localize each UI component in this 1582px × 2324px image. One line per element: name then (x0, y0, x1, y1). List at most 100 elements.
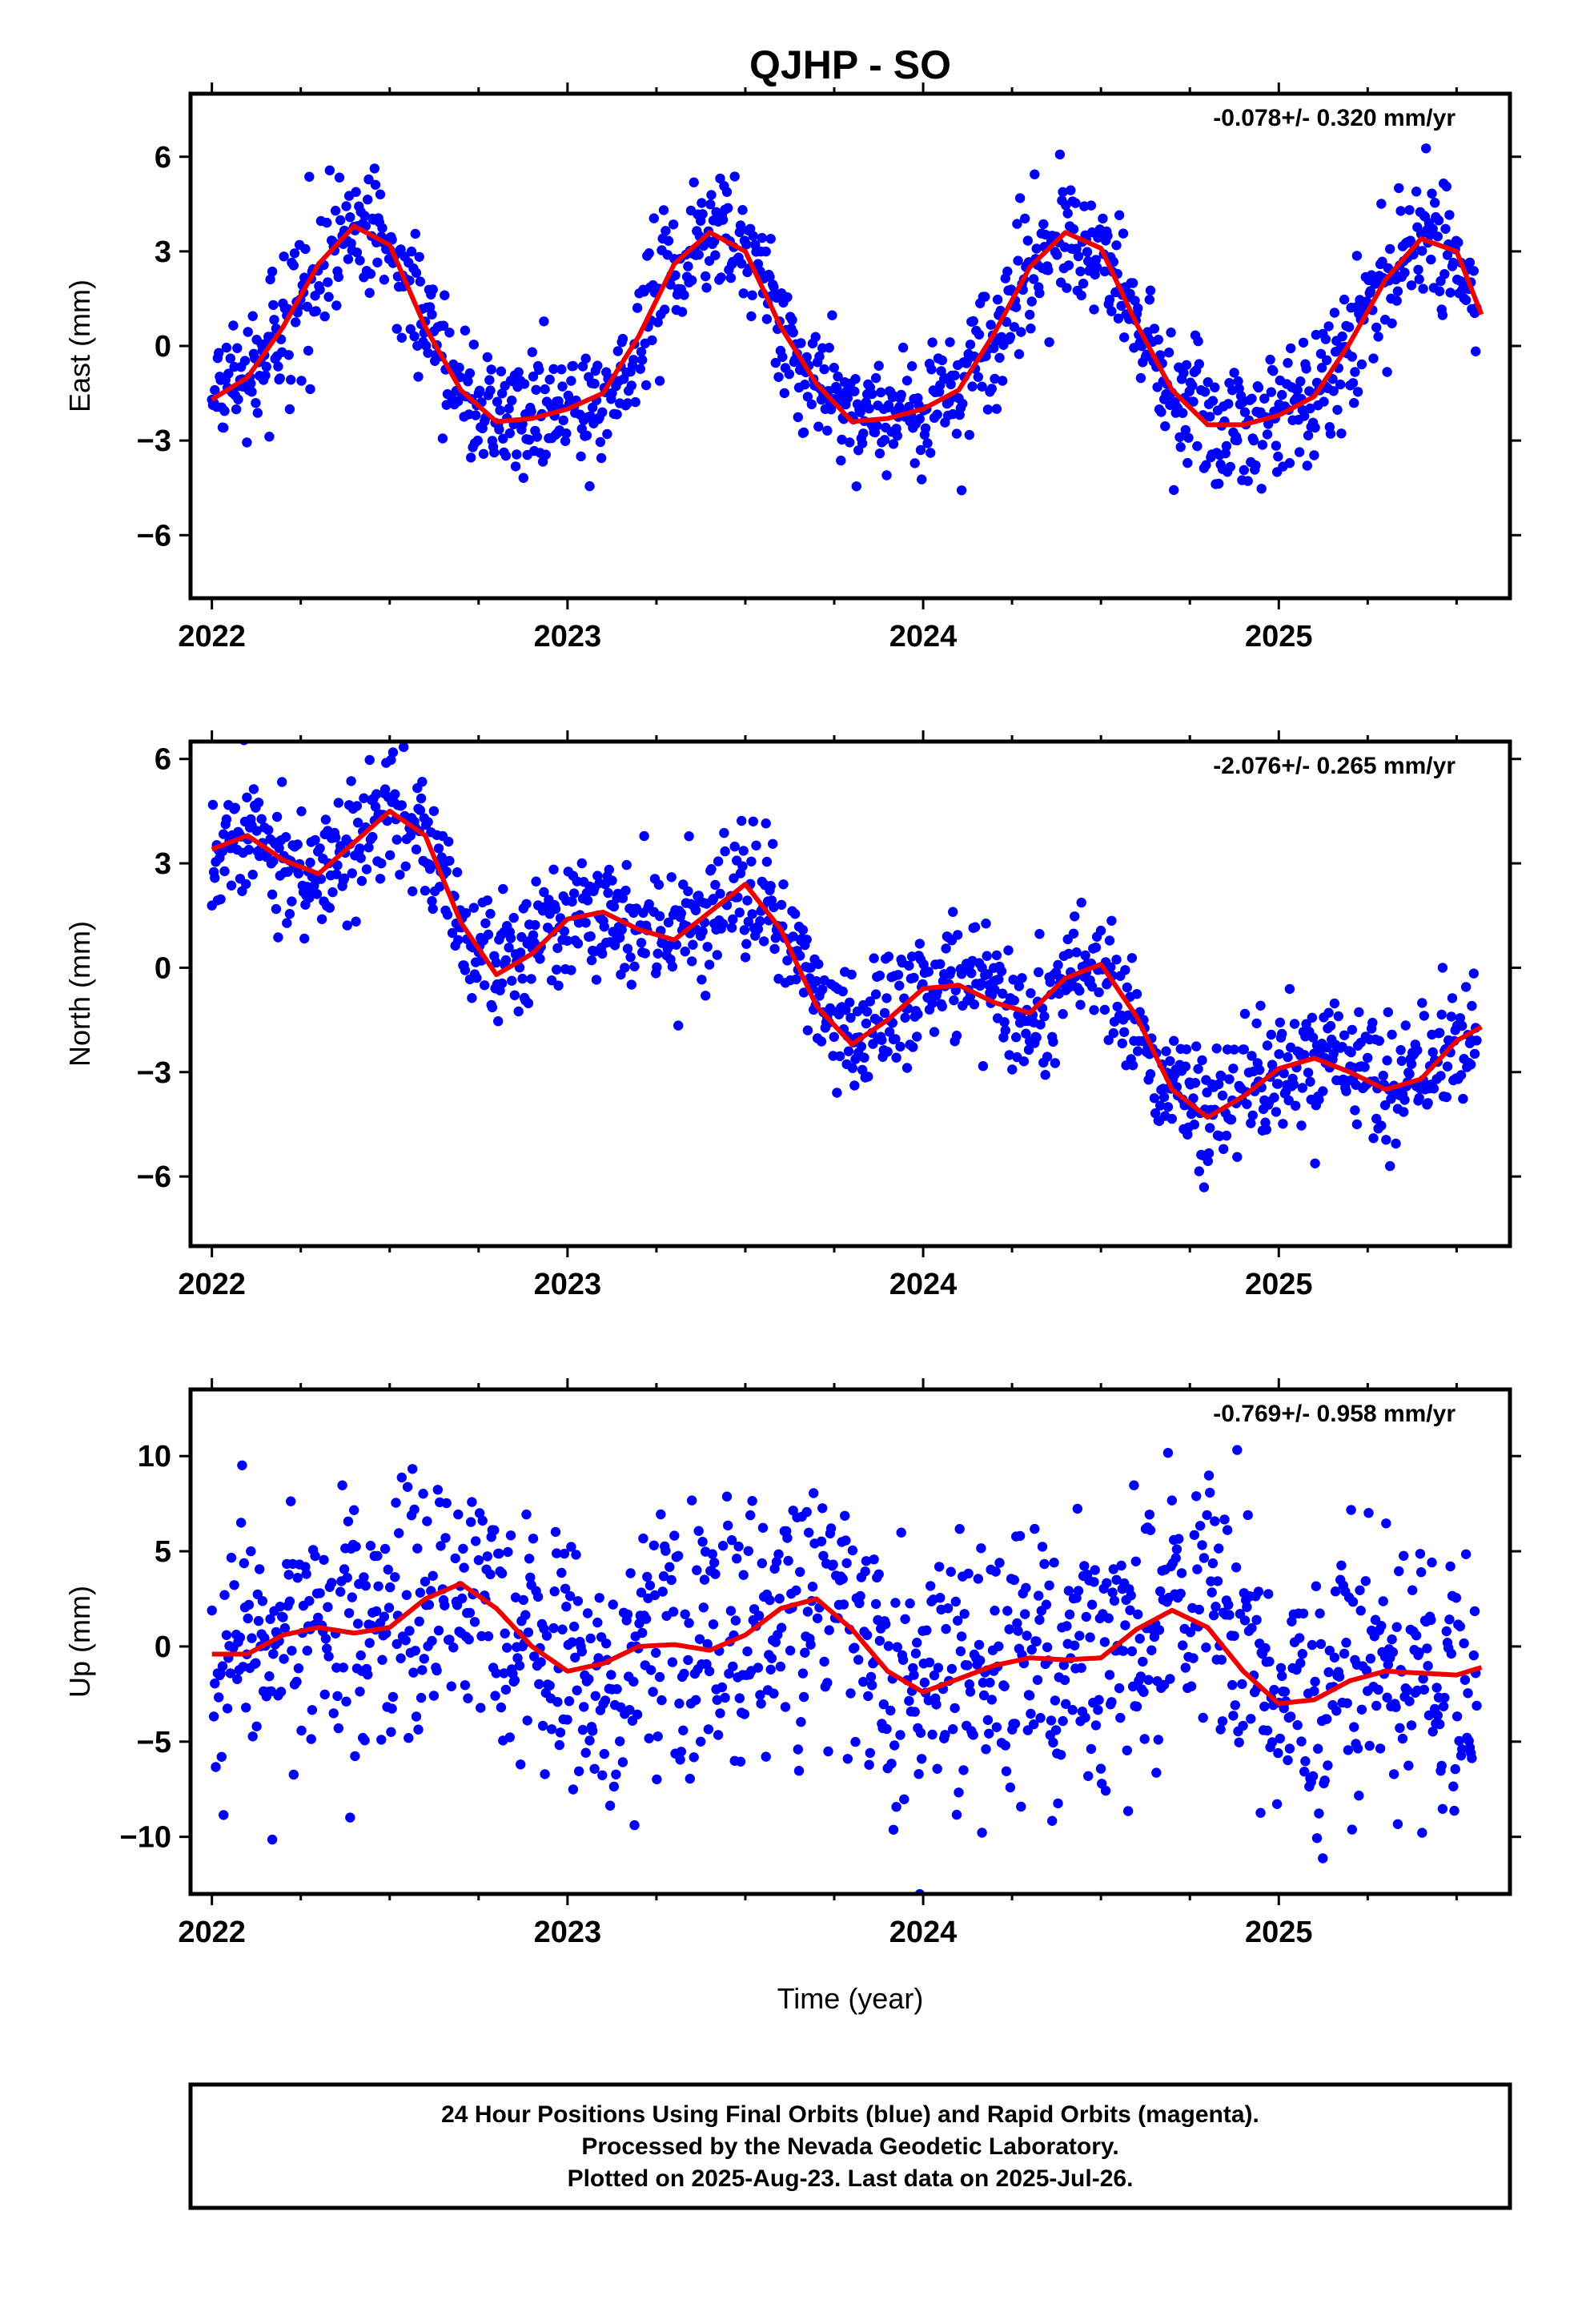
data-point (289, 248, 300, 259)
data-point (1016, 327, 1026, 337)
data-point (1243, 476, 1253, 486)
data-point (1138, 1687, 1149, 1698)
data-point (504, 404, 514, 414)
data-point (728, 1661, 738, 1672)
data-point (600, 1695, 611, 1706)
data-point (1078, 278, 1089, 289)
data-point (765, 271, 775, 282)
data-point (355, 1687, 365, 1697)
data-point (1363, 1052, 1373, 1063)
data-point (323, 292, 334, 302)
data-point (1445, 1561, 1456, 1572)
data-point (632, 1709, 643, 1720)
data-point (1055, 1750, 1066, 1760)
data-point (901, 376, 913, 386)
data-point (953, 1615, 963, 1626)
data-point (653, 879, 665, 890)
data-point (1237, 1679, 1247, 1690)
data-point (1347, 1024, 1358, 1035)
data-point (1247, 1110, 1258, 1121)
data-point (717, 919, 729, 929)
data-point (1382, 1692, 1392, 1703)
data-point (1302, 460, 1313, 471)
data-point (410, 1646, 420, 1656)
data-point (956, 1631, 967, 1642)
data-point (536, 1657, 546, 1667)
data-point (607, 875, 617, 886)
data-point (1419, 1684, 1430, 1695)
data-point (723, 203, 733, 213)
data-point (1352, 387, 1363, 397)
data-point (550, 903, 561, 915)
data-point (286, 375, 296, 385)
data-point (268, 1649, 279, 1659)
data-point (1071, 947, 1082, 958)
data-point (591, 975, 602, 985)
data-point (1460, 1549, 1472, 1560)
data-point (1102, 1578, 1112, 1589)
data-point (775, 1661, 786, 1672)
data-point (265, 1614, 275, 1624)
data-point (1333, 1011, 1344, 1022)
data-point (927, 337, 938, 348)
y-tick-label: 6 (155, 743, 171, 777)
data-point (1046, 1715, 1057, 1726)
data-point (517, 973, 528, 984)
data-point (724, 1668, 734, 1679)
data-point (387, 1703, 397, 1714)
data-point (473, 1555, 484, 1566)
data-point (1314, 1808, 1324, 1819)
data-point (1303, 430, 1314, 440)
data-point (1217, 1716, 1228, 1727)
data-point (375, 189, 386, 199)
data-point (909, 1670, 919, 1680)
data-point (568, 1784, 579, 1795)
data-point (361, 864, 372, 875)
data-point (849, 386, 860, 396)
data-point (1070, 911, 1080, 922)
data-point (1259, 393, 1270, 404)
data-point (260, 370, 271, 381)
data-point (1058, 187, 1068, 197)
data-point (347, 868, 357, 879)
data-point (1116, 1560, 1126, 1571)
data-point (1013, 1626, 1023, 1636)
data-point (242, 792, 252, 802)
data-point (1329, 308, 1340, 318)
data-point (850, 374, 861, 384)
data-point (509, 1675, 520, 1686)
data-point (486, 364, 496, 375)
data-point (900, 1614, 910, 1625)
data-point (1022, 1630, 1032, 1641)
data-point (873, 360, 884, 371)
data-point (1404, 1696, 1415, 1707)
data-point (268, 856, 279, 866)
data-point (1098, 213, 1108, 224)
data-point (287, 1646, 297, 1656)
data-point (1111, 240, 1122, 251)
data-point (782, 292, 793, 303)
data-point (1386, 1094, 1396, 1104)
data-point (892, 430, 903, 441)
data-point (1262, 429, 1273, 440)
data-point (1122, 1745, 1133, 1755)
data-point (441, 866, 452, 877)
data-point (1174, 1534, 1184, 1544)
data-point (1025, 309, 1035, 320)
data-point (612, 346, 623, 356)
data-point (292, 1573, 303, 1583)
data-point (1275, 1017, 1286, 1028)
data-point (464, 1634, 474, 1645)
data-point (1174, 432, 1185, 443)
data-point (717, 1541, 729, 1551)
data-point (1382, 1055, 1392, 1066)
data-point (802, 392, 813, 402)
data-point (870, 989, 881, 999)
data-point (1457, 1020, 1468, 1031)
data-point (973, 1574, 984, 1584)
data-point (505, 1530, 516, 1541)
data-point (577, 1724, 588, 1735)
data-point (1300, 1756, 1311, 1767)
data-point (1044, 1580, 1054, 1590)
data-point (1191, 1491, 1202, 1502)
